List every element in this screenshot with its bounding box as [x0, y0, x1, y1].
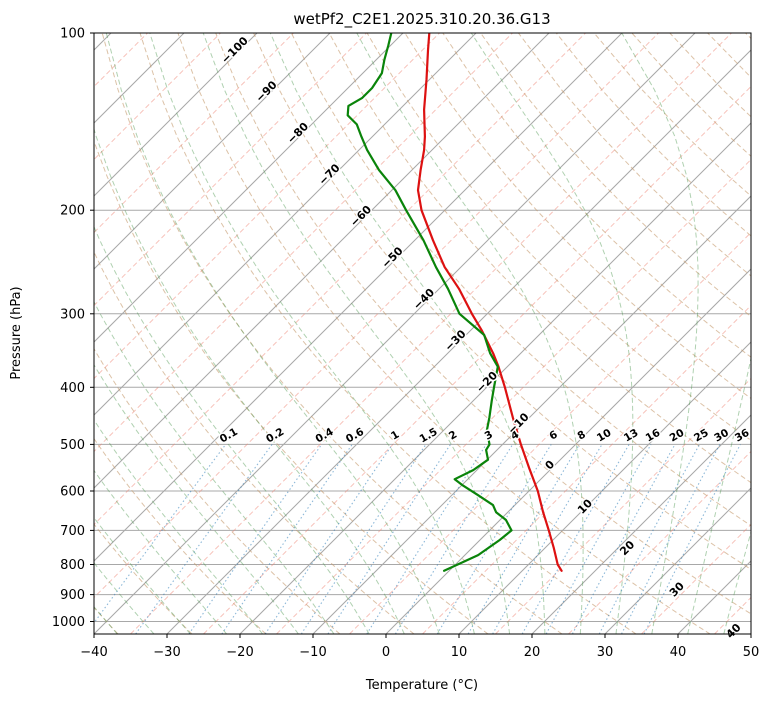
y-axis-ticks: 100 200 300 400 500 600 700 800 900 1000 [52, 27, 94, 630]
mixing-ratio-label: 1 [389, 429, 401, 443]
x-tick-label: 10 [451, 645, 468, 660]
y-tick-label: 1000 [52, 615, 85, 630]
mixing-ratio-label: 0.1 [218, 426, 240, 446]
mixing-ratio-label: 13 [622, 427, 641, 445]
x-tick-label: 30 [597, 645, 614, 660]
mixing-ratio-label: 0.6 [344, 426, 366, 446]
dashed-isotherm-lines [94, 33, 751, 634]
x-tick-label: 0 [382, 645, 390, 660]
mixing-ratio-lines [94, 444, 741, 634]
x-tick-label: −10 [299, 645, 326, 660]
mixing-ratio-label: 25 [692, 427, 711, 445]
y-tick-label: 600 [60, 485, 85, 500]
y-tick-label: 300 [60, 307, 85, 322]
y-tick-label: 800 [60, 558, 85, 573]
isotherm-label: −60 [348, 203, 375, 230]
mixing-ratio-label: 3 [483, 429, 495, 443]
x-axis-ticks: −40 −30 −20 −10 0 10 20 30 40 50 [80, 634, 759, 660]
x-tick-label: −30 [153, 645, 180, 660]
y-tick-label: 400 [60, 381, 85, 396]
isotherm-label: −80 [285, 120, 312, 147]
isotherm-lines [94, 33, 751, 634]
isotherm-label: −90 [253, 78, 280, 105]
mixing-ratio-labels: 0.1 0.2 0.4 0.6 1 1.5 2 3 4 6 8 10 13 16 20 25 30 36 [216, 424, 753, 447]
y-axis-title: Pressure (hPa) [9, 286, 24, 379]
x-tick-label: 50 [743, 645, 760, 660]
mixing-ratio-label: 6 [547, 429, 559, 443]
isotherm-label: 20 [617, 538, 637, 558]
pressure-gridlines [94, 33, 751, 622]
isotherm-label: 10 [575, 496, 595, 516]
mixing-ratio-label: 30 [712, 427, 731, 445]
x-tick-label: 40 [670, 645, 687, 660]
dewpoint-line [346, 33, 513, 572]
dry-adiabat-lines [94, 33, 751, 634]
mixing-ratio-label: 20 [668, 427, 687, 445]
temperature-line [416, 33, 563, 572]
x-tick-label: −40 [80, 645, 107, 660]
mixing-ratio-label: 0.2 [264, 426, 286, 446]
plot-area [94, 33, 751, 634]
mixing-ratio-label: 16 [644, 427, 663, 445]
y-tick-label: 900 [60, 588, 85, 603]
isotherm-label: −30 [442, 327, 469, 354]
x-axis-title: Temperature (°C) [365, 678, 478, 693]
axes-frame [93, 32, 752, 635]
x-tick-label: 20 [524, 645, 541, 660]
mixing-ratio-label: 1.5 [418, 426, 440, 446]
chart-title: wetPf2_C2E1.2025.310.20.36.G13 [293, 10, 550, 29]
x-tick-label: −20 [226, 645, 253, 660]
y-tick-label: 500 [60, 438, 85, 453]
mixing-ratio-label: 10 [595, 427, 614, 445]
isotherm-label: −100 [219, 34, 251, 66]
y-tick-label: 200 [60, 204, 85, 219]
isotherm-label: 30 [667, 579, 687, 599]
y-tick-label: 700 [60, 524, 85, 539]
mixing-ratio-label: 8 [576, 429, 588, 443]
sounding-traces [346, 33, 563, 572]
isotherm-label: −70 [316, 161, 343, 188]
moist-adiabat-lines [94, 33, 751, 634]
y-tick-label: 100 [60, 27, 85, 42]
